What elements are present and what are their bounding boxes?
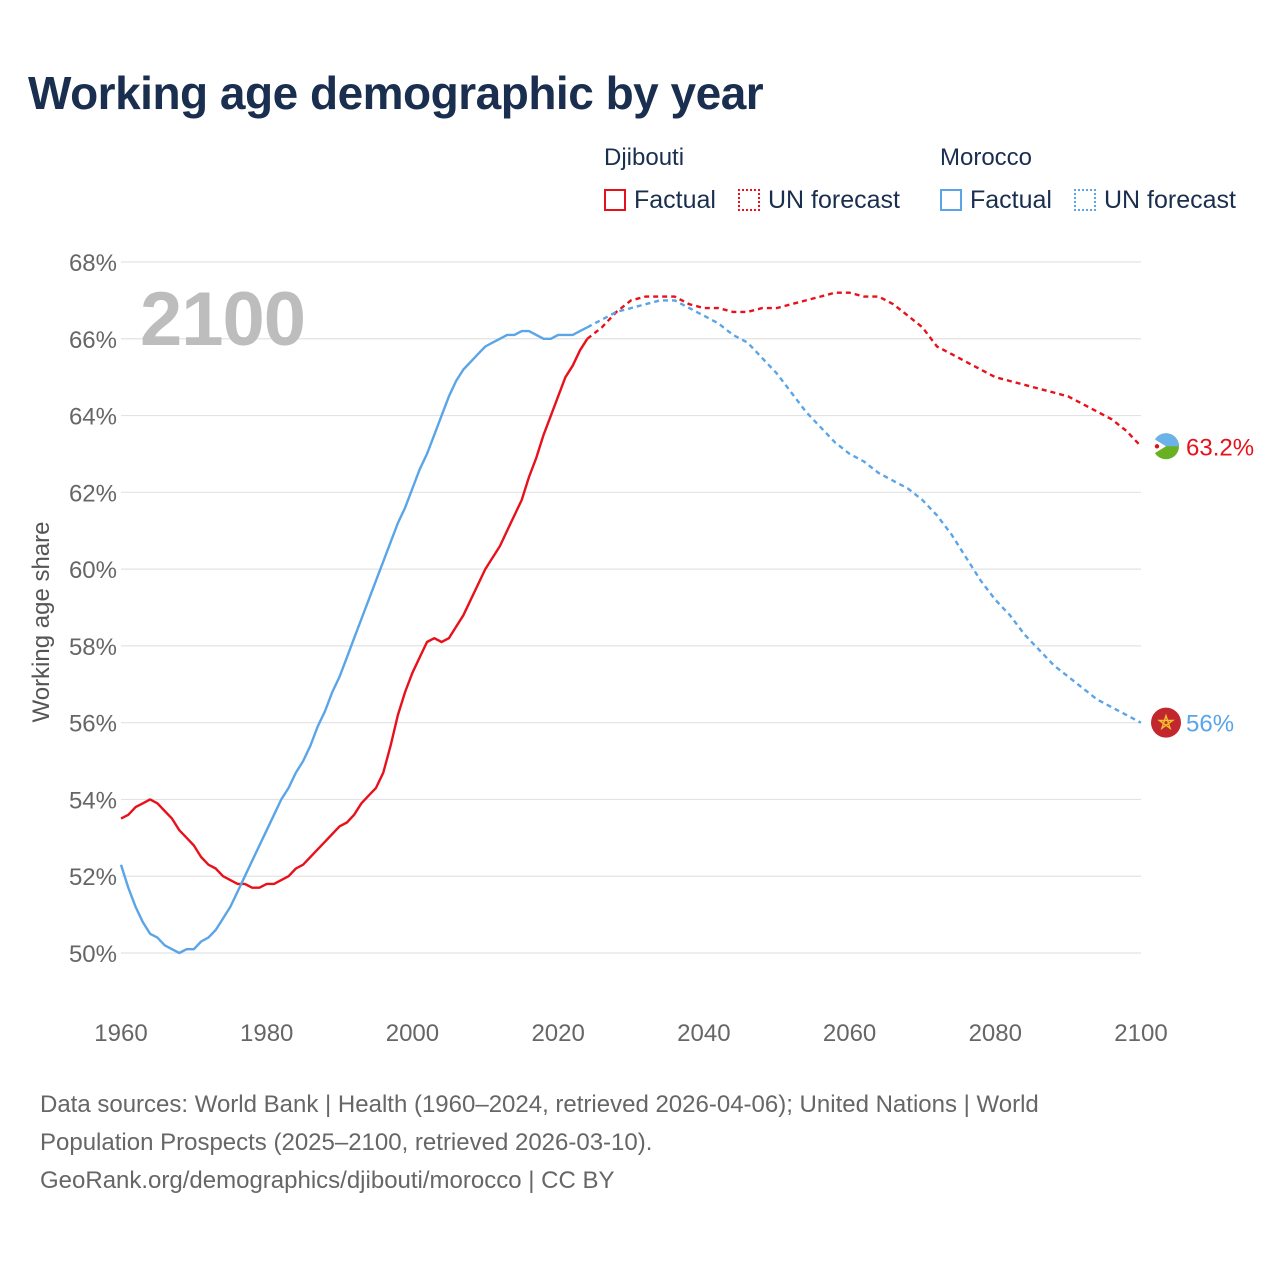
flag-part — [1151, 707, 1181, 738]
y-tick-label: 60% — [69, 557, 117, 584]
legend-label: UN forecast — [1104, 185, 1236, 214]
end-value-label-morocco: 56% — [1186, 711, 1234, 738]
y-tick-label: 52% — [69, 864, 117, 891]
legend-label: Factual — [970, 185, 1052, 214]
y-tick-label: 62% — [69, 480, 117, 507]
x-tick-label: 2080 — [969, 1020, 1022, 1047]
flag-part — [1154, 444, 1160, 449]
y-tick-label: 58% — [69, 634, 117, 661]
series-line-djibouti-forecast — [586, 291, 1142, 448]
footer-sources: Data sources: World Bank | Health (1960–… — [40, 1086, 1220, 1200]
flag-icon-djibouti — [1153, 433, 1179, 460]
x-tick-label: 2020 — [531, 1020, 584, 1047]
end-markers: 63.2% 56% — [1151, 433, 1254, 738]
legend-djibouti-forecast[interactable]: UN forecast — [738, 186, 900, 214]
y-tick-label: 68% — [69, 250, 117, 277]
flag-icon-morocco — [1151, 707, 1181, 738]
legend-label: UN forecast — [768, 185, 900, 214]
footer-line: Data sources: World Bank | Health (1960–… — [40, 1091, 1039, 1118]
legend-djibouti-factual[interactable]: Factual — [604, 186, 716, 214]
x-tick-label: 2040 — [677, 1020, 730, 1047]
footer-line: Population Prospects (2025–2100, retriev… — [40, 1129, 653, 1156]
legend-swatch-dotted-icon — [1074, 189, 1096, 211]
y-tick-label: 64% — [69, 404, 117, 431]
series-line-morocco-factual — [119, 326, 588, 955]
footer-line: GeoRank.org/demographics/djibouti/morocc… — [40, 1167, 615, 1194]
y-tick-label: 54% — [69, 787, 117, 814]
x-tick-label: 2000 — [386, 1020, 439, 1047]
legend-swatch-dotted-icon — [738, 189, 760, 211]
x-tick-label: 1980 — [240, 1020, 293, 1047]
chart-title: Working age demographic by year — [28, 67, 764, 119]
x-tick-label: 2060 — [823, 1020, 876, 1047]
legend-label: Factual — [634, 185, 716, 214]
legend-swatch-solid-icon — [604, 189, 626, 211]
end-value-label-djibouti: 63.2% — [1186, 434, 1254, 461]
x-tick-label: 1960 — [94, 1020, 147, 1047]
grid — [121, 261, 1141, 954]
series-lines — [119, 291, 1142, 955]
series-line-morocco-forecast — [586, 299, 1142, 724]
y-axis-ticks: 50% 52% 54% 56% 58% 60% 62% 64% 66% 68% — [69, 250, 117, 968]
legend-morocco-forecast[interactable]: UN forecast — [1074, 186, 1236, 214]
legend-swatch-solid-icon — [940, 189, 962, 211]
legend-morocco-factual[interactable]: Factual — [940, 186, 1052, 214]
legend-title-djibouti: Djibouti — [604, 144, 685, 171]
x-axis-ticks: 1960 1980 2000 2020 2040 2060 2080 2100 — [94, 1020, 1167, 1047]
flag-part — [1157, 713, 1175, 731]
year-display: 2100 — [140, 277, 306, 362]
flag-part — [1153, 438, 1166, 455]
y-tick-label: 66% — [69, 327, 117, 354]
y-tick-label: 50% — [69, 941, 117, 968]
x-tick-label: 2100 — [1114, 1020, 1167, 1047]
legend-title-morocco: Morocco — [940, 144, 1033, 171]
series-line-djibouti-factual — [120, 338, 589, 889]
y-tick-label: 56% — [69, 711, 117, 738]
